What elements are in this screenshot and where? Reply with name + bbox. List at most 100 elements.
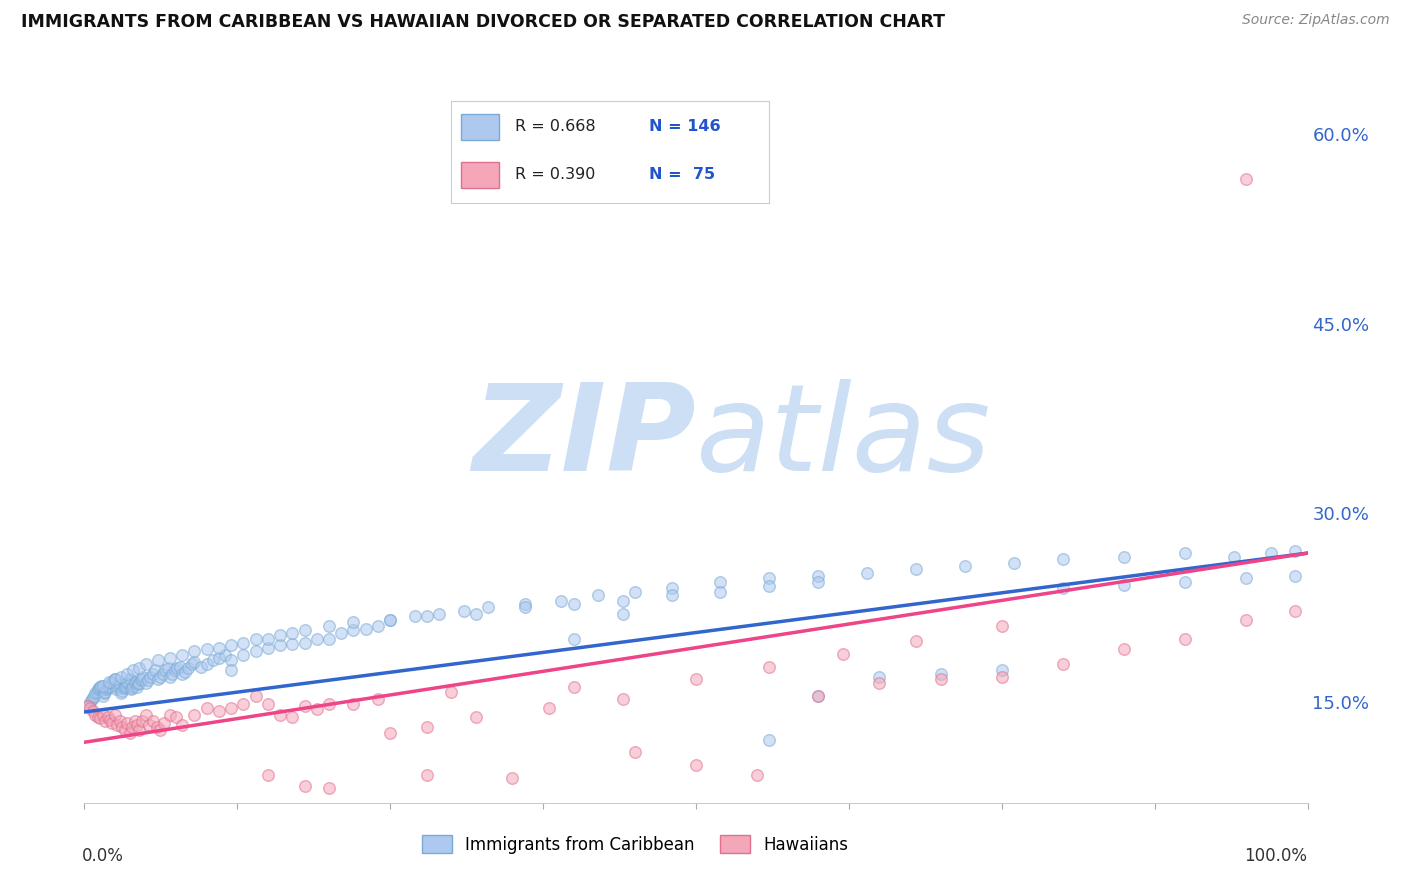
Point [758, 571, 780, 585]
Point [87, 710, 110, 724]
Point [624, 745, 647, 759]
Point [1236, 571, 1258, 585]
Point [103, 673, 125, 688]
Point [427, 607, 450, 621]
Point [281, 710, 304, 724]
Point [79, 695, 101, 709]
Point [105, 717, 128, 731]
Point [1174, 575, 1197, 590]
Point [709, 585, 731, 599]
Point [159, 650, 181, 665]
Point [232, 698, 254, 712]
Point [153, 664, 176, 678]
Point [110, 686, 132, 700]
Point [747, 768, 769, 782]
Point [550, 594, 572, 608]
Point [562, 632, 585, 646]
Text: atlas: atlas [696, 378, 991, 496]
Point [219, 701, 242, 715]
Point [416, 720, 439, 734]
Point [513, 597, 536, 611]
Point [127, 677, 149, 691]
Point [101, 674, 124, 689]
Point [131, 672, 153, 686]
Point [869, 670, 891, 684]
Point [118, 672, 141, 686]
Point [183, 707, 205, 722]
Point [257, 698, 280, 712]
Point [94, 714, 117, 728]
Point [94, 685, 117, 699]
Point [107, 679, 129, 693]
Point [122, 664, 145, 678]
Point [807, 569, 830, 583]
Point [1260, 546, 1282, 560]
Point [97, 680, 120, 694]
Point [139, 670, 162, 684]
Point [991, 664, 1014, 678]
Text: 100.0%: 100.0% [1244, 847, 1308, 864]
Point [91, 679, 114, 693]
Text: IMMIGRANTS FROM CARIBBEAN VS HAWAIIAN DIVORCED OR SEPARATED CORRELATION CHART: IMMIGRANTS FROM CARIBBEAN VS HAWAIIAN DI… [21, 13, 945, 31]
Point [257, 640, 280, 655]
Point [380, 613, 402, 627]
Point [440, 685, 463, 699]
Point [91, 689, 114, 703]
Point [156, 661, 179, 675]
Point [1174, 546, 1197, 560]
Point [453, 604, 475, 618]
Point [111, 683, 134, 698]
Point [807, 575, 830, 590]
Point [219, 664, 242, 678]
Point [208, 640, 231, 655]
Point [269, 707, 291, 722]
Point [125, 674, 148, 689]
Point [108, 677, 131, 691]
Point [104, 672, 127, 686]
Point [685, 672, 707, 686]
Point [97, 710, 120, 724]
Point [100, 676, 122, 690]
Point [93, 686, 115, 700]
Point [195, 657, 218, 671]
Point [685, 758, 707, 772]
Point [1174, 632, 1197, 646]
Point [294, 635, 316, 649]
Point [586, 588, 609, 602]
Point [281, 637, 304, 651]
Point [181, 657, 204, 671]
Point [342, 615, 364, 630]
Point [1236, 613, 1258, 627]
Point [1002, 556, 1025, 570]
Point [318, 780, 340, 795]
Point [125, 717, 148, 731]
Point [146, 672, 169, 686]
Point [416, 609, 439, 624]
Point [1114, 577, 1136, 591]
Point [905, 562, 928, 576]
Point [1052, 657, 1074, 671]
Point [145, 720, 167, 734]
Point [464, 607, 486, 621]
Point [477, 600, 499, 615]
Point [105, 680, 128, 694]
Point [953, 558, 976, 573]
Point [991, 619, 1014, 633]
Point [562, 597, 585, 611]
Point [612, 607, 634, 621]
Point [245, 632, 267, 646]
Point [318, 698, 340, 712]
Point [219, 653, 242, 667]
Text: ZIP: ZIP [472, 378, 696, 496]
Point [929, 672, 952, 686]
Point [172, 648, 194, 663]
Point [257, 632, 280, 646]
Point [153, 716, 176, 731]
Point [105, 682, 128, 697]
Point [807, 689, 830, 703]
Point [118, 726, 141, 740]
Point [318, 619, 340, 633]
Point [294, 623, 316, 637]
Point [163, 664, 186, 678]
Point [165, 710, 187, 724]
